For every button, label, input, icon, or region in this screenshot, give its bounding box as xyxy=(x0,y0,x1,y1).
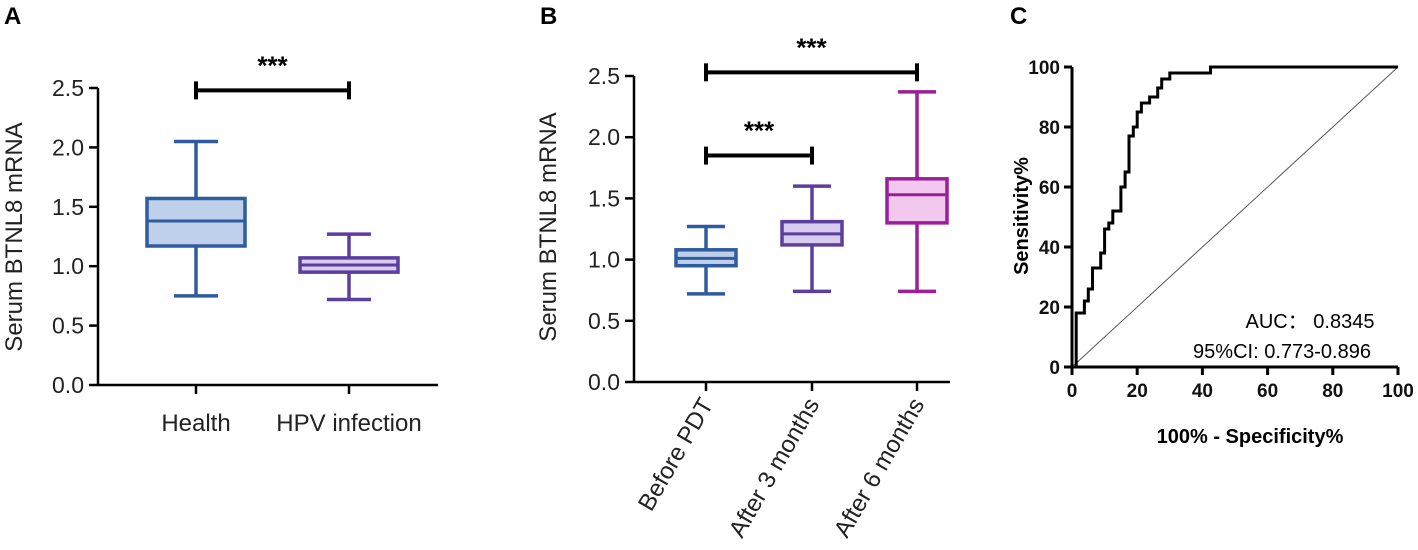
y-tick-label: 2.5 xyxy=(52,75,84,101)
panel-c-lines xyxy=(1071,65,1399,369)
c-x-tick-label: 20 xyxy=(1127,381,1148,402)
c-y-tick-label: 40 xyxy=(1039,238,1060,259)
panel-a-axes: 0.0 0.5 1.0 1.5 2.0 2.5 Health HPV infection xyxy=(52,75,438,437)
ci-annotation: 95%CI: 0.773-0.896 xyxy=(1193,341,1371,363)
significance-bracket: *** xyxy=(194,50,351,100)
x-category-label: Before PDT xyxy=(633,393,719,515)
panel-a-boxes xyxy=(145,139,400,302)
c-x-tick-label: 0 xyxy=(1067,381,1078,402)
panel-c-y-axis-label: Sensitivity% xyxy=(1011,157,1033,275)
panel-c-roc-chart: Sensitivity% 100% - Specificity% 0 20 40 60… xyxy=(1011,58,1414,448)
y-tick-label: 1.5 xyxy=(52,194,84,220)
panel-label-c: C xyxy=(1010,3,1027,30)
significance-label: *** xyxy=(744,116,775,146)
significance-bracket: *** xyxy=(704,32,919,82)
y-tick-label: 0.5 xyxy=(52,313,84,339)
auc-annotation: AUC： 0.8345 xyxy=(1246,311,1375,333)
panel-a-significance: *** xyxy=(194,50,351,100)
box-hpv-infection xyxy=(298,232,400,302)
y-tick-label: 2.0 xyxy=(588,124,620,150)
roc-curve xyxy=(1072,65,1398,369)
panel-b-box-chart: Serum BTNL8 mRNA 0.0 0.5 1.0 1.5 2.0 2.5 Befor… xyxy=(535,32,950,542)
iqr-box xyxy=(885,177,949,225)
c-y-tick-label: 60 xyxy=(1039,178,1060,199)
x-category-label: Health xyxy=(161,410,230,437)
box-before-pdt xyxy=(674,224,738,296)
panel-label-a: A xyxy=(4,3,21,30)
panel-a-y-axis-label: Serum BTNL8 mRNA xyxy=(1,122,28,351)
c-x-tick-label: 40 xyxy=(1192,381,1213,402)
panel-a-box-chart: Serum BTNL8 mRNA 0.0 0.5 1.0 1.5 2.0 2.5 Healt… xyxy=(1,50,438,437)
x-category-label: After 6 months xyxy=(829,394,930,543)
c-y-tick-label: 20 xyxy=(1039,298,1060,319)
c-y-tick-label: 0 xyxy=(1049,358,1060,379)
box-after-3-months xyxy=(780,184,844,294)
significance-label: *** xyxy=(257,50,288,80)
y-tick-label: 1.0 xyxy=(52,253,84,279)
panel-b-y-axis-label: Serum BTNL8 mRNA xyxy=(535,112,562,341)
y-tick-label: 1.0 xyxy=(588,247,620,273)
box-health xyxy=(145,139,247,298)
significance-label: *** xyxy=(796,32,827,62)
c-x-tick-label: 80 xyxy=(1322,381,1343,402)
y-tick-label: 0.0 xyxy=(588,369,620,395)
panel-b-significance: *** *** xyxy=(704,32,919,165)
panel-label-b: B xyxy=(540,3,557,30)
c-y-tick-label: 100 xyxy=(1028,58,1060,79)
c-x-tick-label: 100 xyxy=(1382,381,1414,402)
y-tick-label: 1.5 xyxy=(588,185,620,211)
panel-c-axes: 0 20 40 60 80 100 0 20 40 60 80 100 xyxy=(1028,58,1414,402)
x-category-label: After 3 months xyxy=(724,394,825,543)
panel-c-x-axis-label: 100% - Specificity% xyxy=(1157,426,1344,448)
y-tick-label: 0.0 xyxy=(52,372,84,398)
box-after-6-months xyxy=(885,90,949,294)
c-y-tick-label: 80 xyxy=(1039,118,1060,139)
reference-diagonal xyxy=(1071,66,1399,368)
y-tick-label: 2.0 xyxy=(52,134,84,160)
c-x-tick-label: 60 xyxy=(1257,381,1278,402)
x-category-label: HPV infection xyxy=(276,410,421,437)
significance-bracket: *** xyxy=(704,116,814,165)
y-tick-label: 0.5 xyxy=(588,308,620,334)
panel-b-boxes xyxy=(674,90,949,296)
y-tick-label: 2.5 xyxy=(588,63,620,89)
